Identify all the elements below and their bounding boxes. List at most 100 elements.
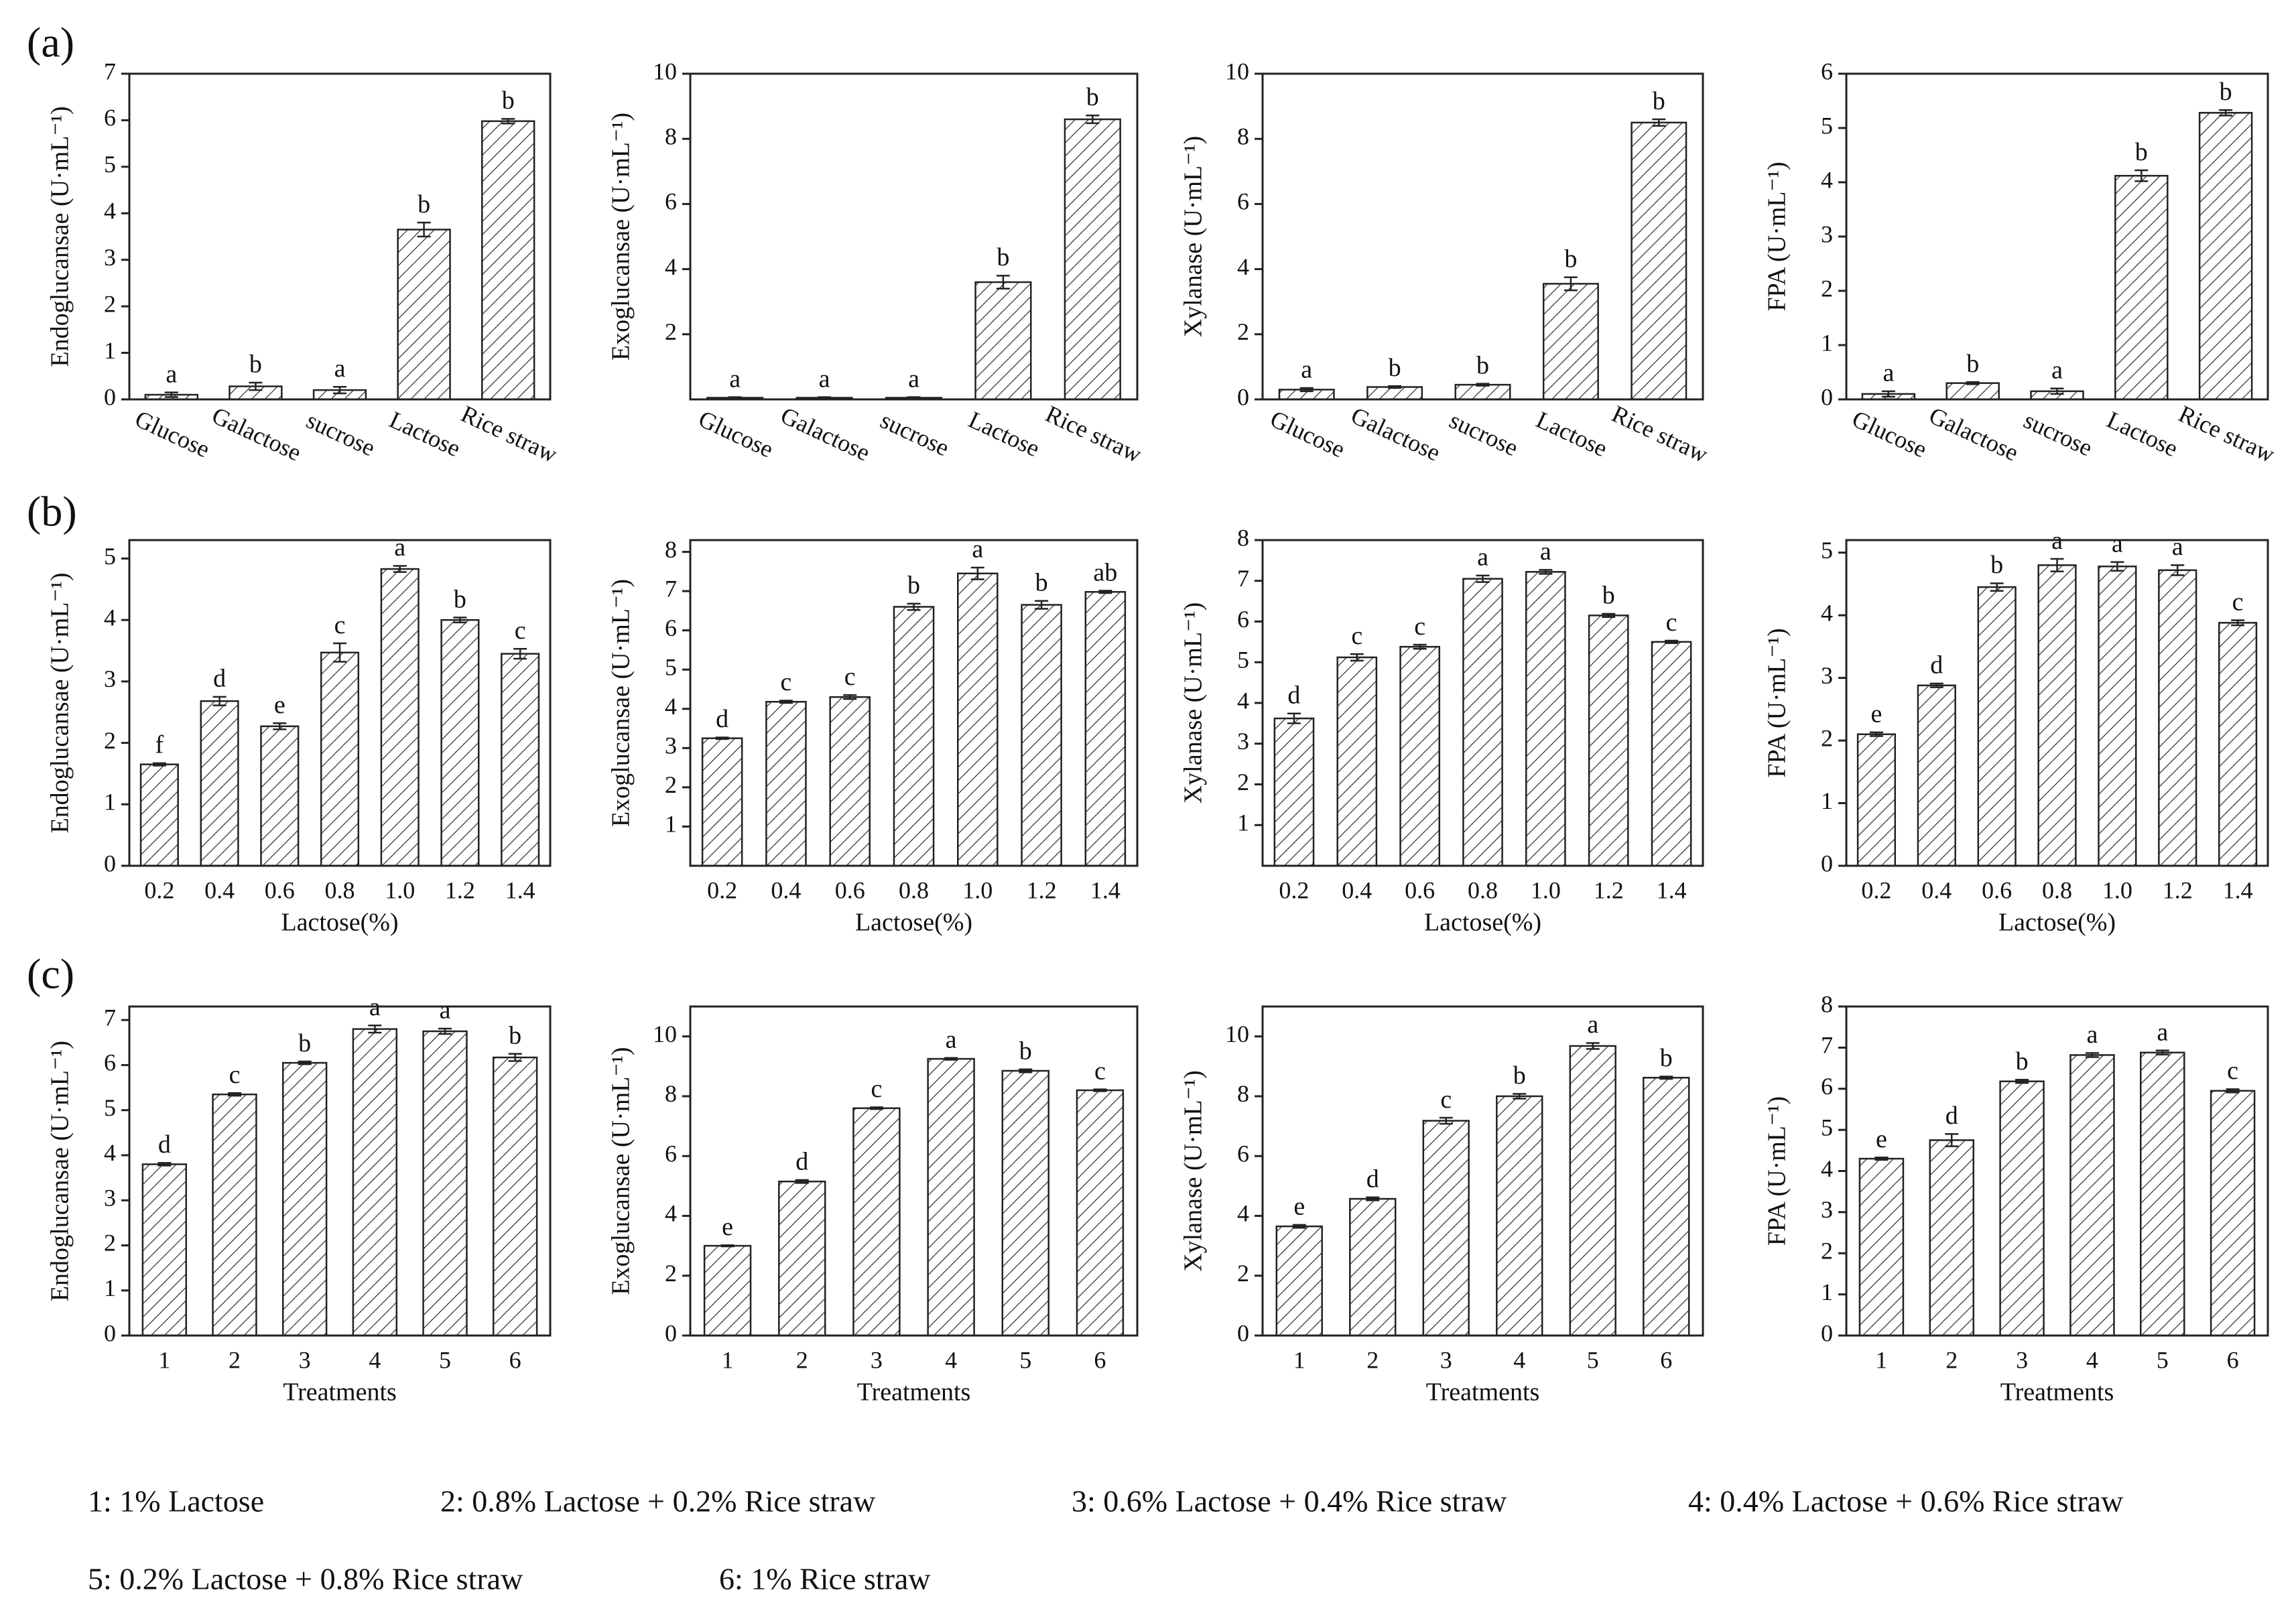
error-bar (1413, 643, 1427, 650)
significance-letter: c (1094, 1057, 1106, 1085)
significance-letter: b (1513, 1061, 1526, 1090)
bar (2114, 175, 2169, 401)
error-bar (393, 565, 407, 573)
significance-letter: a (2112, 529, 2123, 558)
y-tick-label: 3 (665, 732, 677, 759)
panel-label: (a) (27, 19, 74, 66)
y-tick-label: 4 (1821, 599, 1833, 626)
y-axis-label: Xylanase (U·mL⁻¹) (1179, 1070, 1208, 1272)
significance-letter: d (1287, 681, 1300, 710)
y-tick-label: 1 (1821, 329, 1833, 356)
error-bar (2134, 169, 2149, 182)
error-bar (501, 118, 515, 125)
y-tick-label: 6 (1237, 1140, 1249, 1167)
x-axis-label: Lactose(%) (855, 909, 972, 937)
significance-letter: a (1540, 537, 1551, 566)
error-bar (2015, 1079, 2029, 1084)
x-tick-label: 1 (1293, 1346, 1305, 1373)
error-bar (228, 1092, 241, 1097)
error-bar (1869, 731, 1883, 737)
x-tick-label: 0.4 (1342, 877, 1372, 903)
error-bar (1513, 1093, 1527, 1100)
x-tick-label: 3 (871, 1346, 883, 1373)
y-tick-label: 0 (1237, 1319, 1249, 1346)
plot-frame (1845, 1005, 2269, 1337)
bar (212, 1093, 257, 1337)
bar (1631, 121, 1687, 401)
x-tick-label: 0.6 (1405, 877, 1435, 903)
plot-frame (689, 539, 1139, 867)
y-tick-label: 0 (1237, 383, 1249, 410)
y-tick-label: 5 (1237, 647, 1249, 673)
bar (956, 572, 999, 867)
error-bar (1929, 682, 1943, 688)
y-axis-label: Exoglucansae (U·mL⁻¹) (607, 579, 635, 827)
significance-letter: b (1035, 568, 1048, 596)
y-tick-label: 6 (1821, 58, 1833, 84)
significance-letter: b (1602, 582, 1615, 610)
significance-letter: e (722, 1213, 733, 1241)
bar (440, 619, 480, 867)
significance-letter: a (2157, 1018, 2168, 1046)
error-bar (333, 642, 346, 663)
x-tick-label: 1 (158, 1346, 170, 1373)
y-tick-label: 5 (104, 1094, 116, 1121)
x-tick-label: 4 (2086, 1346, 2098, 1373)
y-tick-label: 5 (104, 151, 116, 178)
significance-letter: d (1946, 1102, 1958, 1130)
significance-letter: a (1477, 543, 1488, 572)
x-tick-label: 0.2 (1279, 877, 1309, 903)
error-bar (2050, 558, 2064, 572)
x-tick-label: Rice straw (1041, 400, 1146, 468)
y-tick-label: 10 (1225, 58, 1249, 84)
x-tick-label: Lactose (385, 406, 464, 462)
x-tick-label: 1.4 (1657, 877, 1687, 903)
bar (352, 1028, 398, 1337)
error-bar (1586, 1042, 1600, 1050)
y-tick-label: 0 (1821, 850, 1833, 877)
note: 3: 0.6% Lactose + 0.4% Rice straw (1072, 1484, 1507, 1518)
error-bar (453, 616, 467, 624)
error-bar (2155, 1049, 2169, 1056)
note: 1: 1% Lactose (88, 1484, 264, 1518)
y-tick-label: 1 (665, 811, 677, 838)
x-tick-label: 2 (229, 1346, 241, 1373)
x-tick-label: Lactose (1532, 406, 1611, 462)
significance-letter: a (2051, 356, 2063, 385)
significance-letter: b (1990, 551, 2003, 579)
bar (1084, 591, 1127, 867)
significance-letter: b (454, 585, 466, 613)
significance-letter: b (1019, 1037, 1032, 1065)
error-bar (2231, 619, 2245, 627)
x-axis-label: Treatments (283, 1378, 397, 1407)
error-bar (1350, 653, 1364, 662)
significance-letter: c (1666, 608, 1677, 637)
x-tick-label: Rice straw (1608, 400, 1712, 468)
error-bar (508, 1053, 522, 1062)
panel-label: (b) (27, 488, 77, 535)
bar (139, 763, 179, 867)
significance-letter: e (1870, 700, 1882, 728)
error-bar (1539, 569, 1553, 575)
plot-frame (128, 1005, 552, 1337)
y-tick-label: 6 (1237, 188, 1249, 215)
significance-letter: ab (1093, 558, 1117, 586)
significance-letter: b (1660, 1044, 1673, 1072)
x-tick-label: 6 (1094, 1346, 1106, 1373)
error-bar (728, 396, 742, 399)
error-bar (1564, 276, 1578, 291)
note: 5: 0.2% Lactose + 0.8% Rice straw (88, 1562, 523, 1596)
significance-letter: a (1587, 1011, 1598, 1039)
error-bar (944, 1057, 958, 1061)
y-tick-label: 3 (104, 244, 116, 271)
significance-letter: a (1883, 359, 1894, 387)
x-tick-label: Rice straw (2175, 400, 2279, 468)
error-bar (1287, 712, 1301, 724)
significance-letter: c (229, 1061, 241, 1089)
x-tick-label: 5 (1587, 1346, 1599, 1373)
x-tick-label: 3 (1440, 1346, 1452, 1373)
x-tick-label: 3 (2016, 1346, 2028, 1373)
y-tick-label: 6 (104, 1049, 116, 1076)
y-tick-label: 3 (1821, 1196, 1833, 1223)
significance-letter: c (334, 611, 346, 639)
